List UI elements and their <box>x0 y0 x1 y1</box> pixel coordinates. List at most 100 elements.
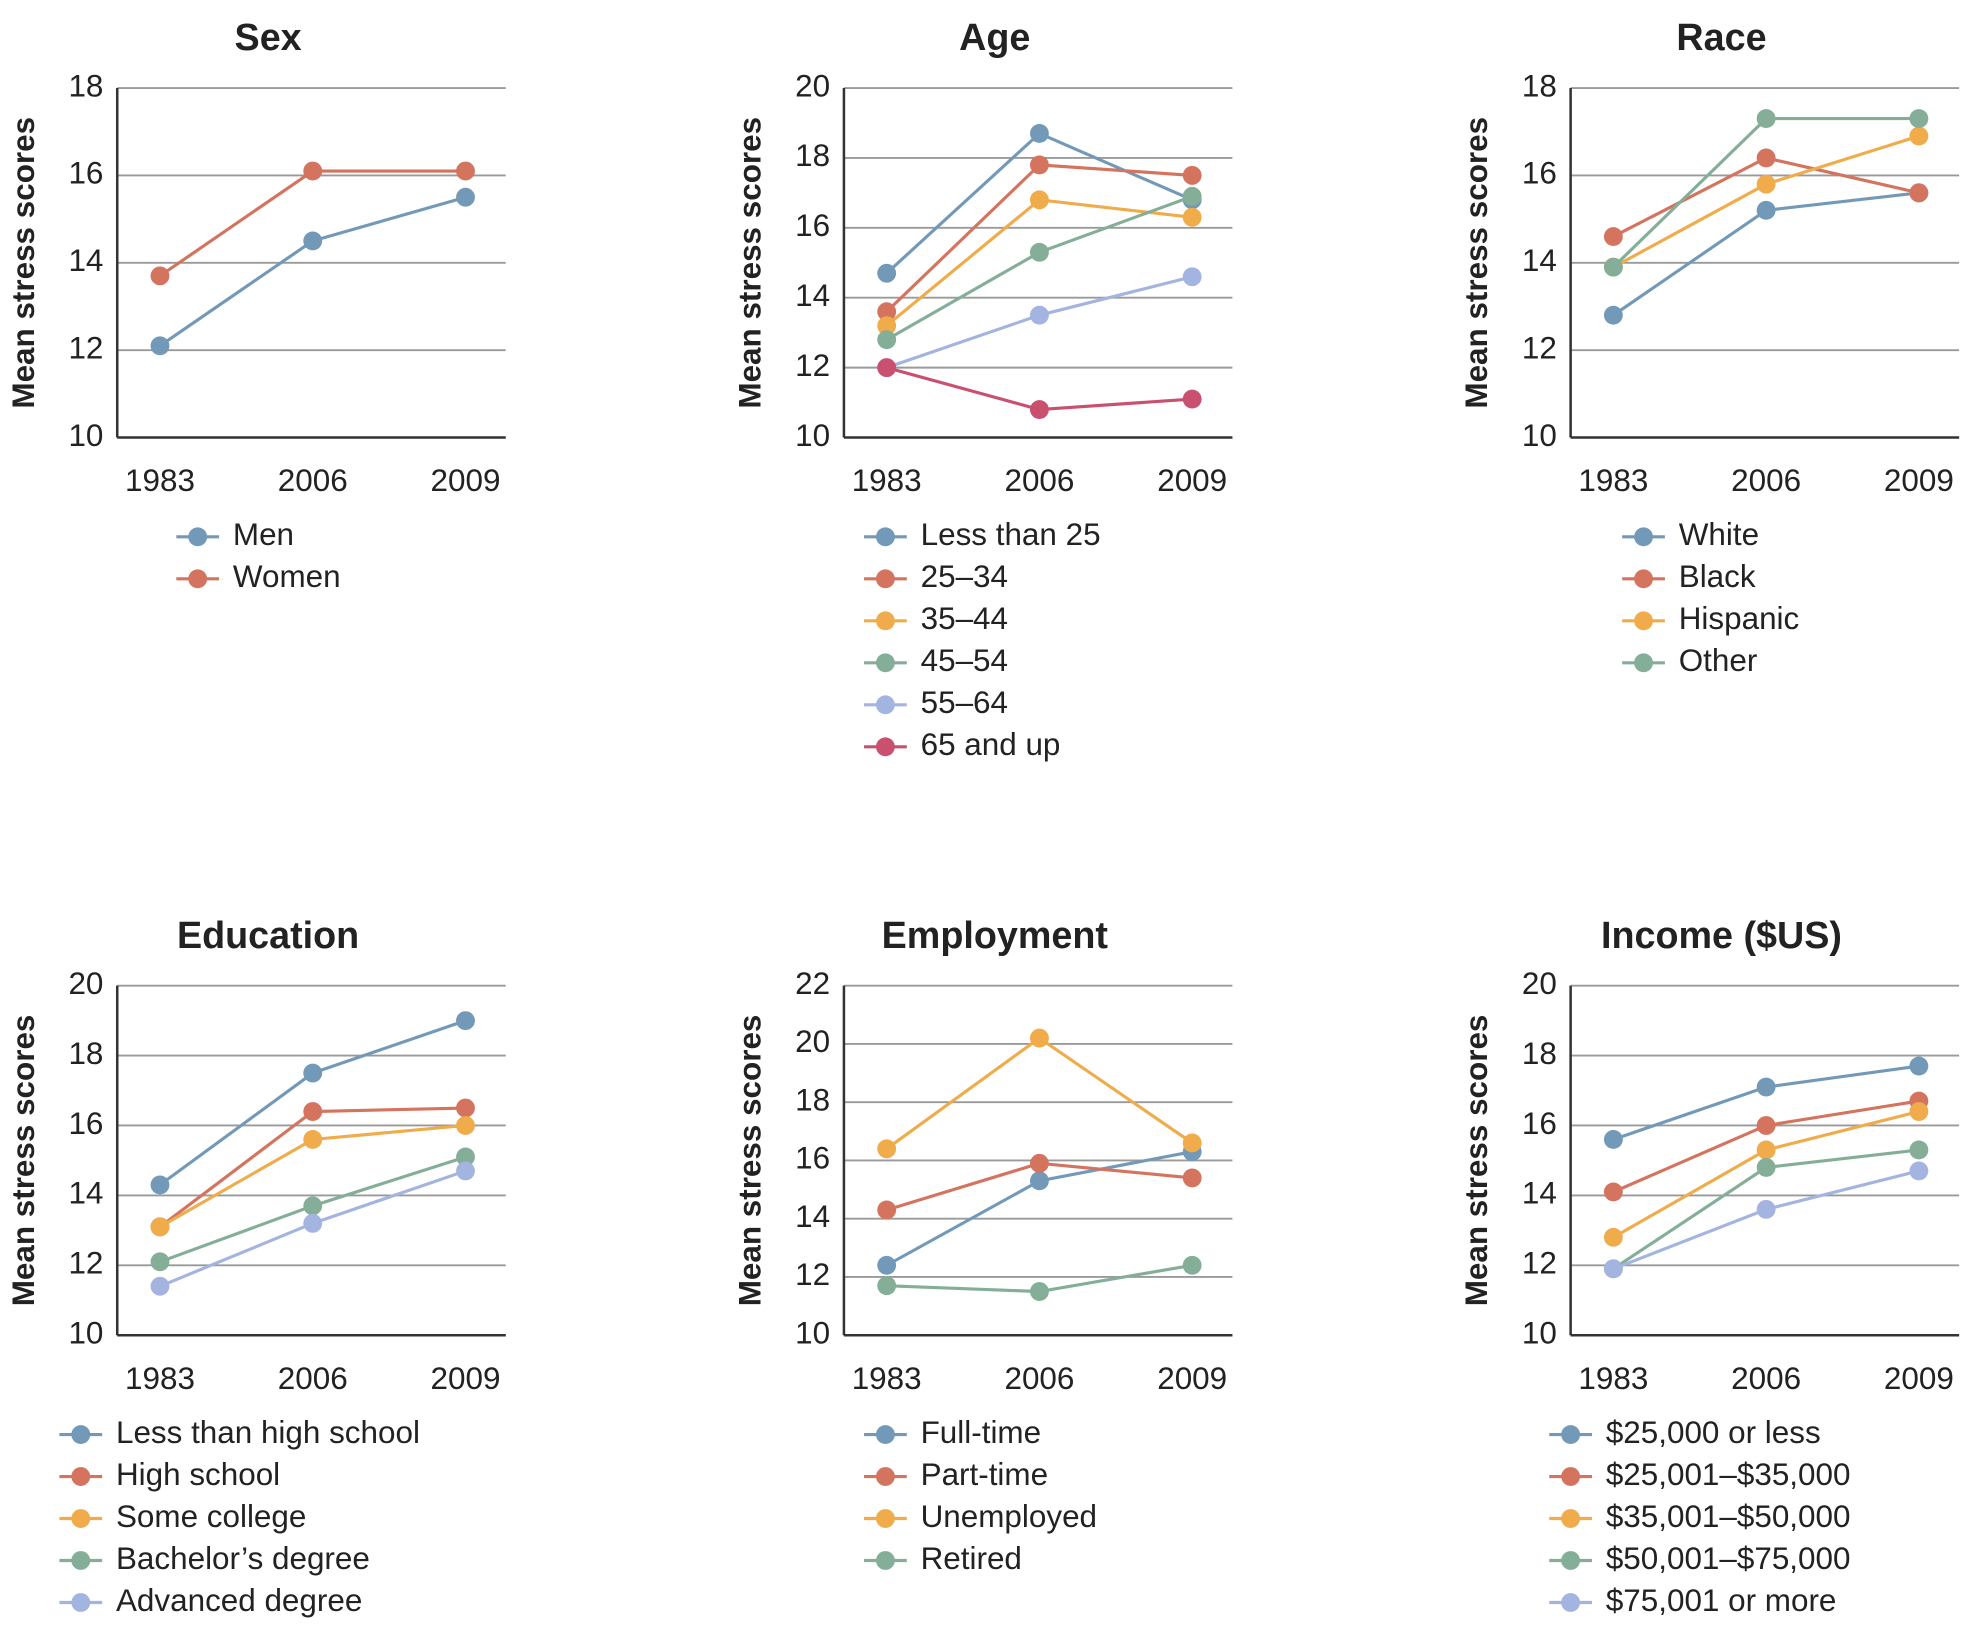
data-point <box>877 302 897 322</box>
y-tick-label: 10 <box>68 1315 103 1350</box>
data-point <box>1182 1168 1202 1188</box>
x-tick-label: 2009 <box>1157 1361 1227 1396</box>
legend-marker <box>71 1551 91 1570</box>
data-point <box>1603 227 1623 246</box>
data-point <box>456 161 475 181</box>
legend-marker <box>71 1425 91 1444</box>
legend-label: Advanced degree <box>116 1583 362 1618</box>
legend-label: Part-time <box>921 1457 1048 1492</box>
y-tick-label: 14 <box>795 278 830 313</box>
y-tick-label: 18 <box>795 138 830 173</box>
legend-marker <box>875 527 895 547</box>
data-point <box>1909 126 1929 146</box>
y-tick-label: 14 <box>68 1176 103 1211</box>
series-line <box>159 195 466 348</box>
y-tick-label: 14 <box>1522 243 1557 278</box>
data-point <box>303 161 323 181</box>
y-axis-label: Mean stress scores <box>732 117 767 409</box>
legend-label: Less than 25 <box>921 517 1101 552</box>
y-tick-label: 20 <box>795 68 830 103</box>
x-tick-label: 2006 <box>1004 463 1074 498</box>
y-tick-label: 16 <box>1522 1106 1557 1141</box>
data-point <box>150 266 170 286</box>
legend-label: Black <box>1679 559 1756 594</box>
legend-marker <box>1561 1467 1581 1486</box>
x-tick-label: 1983 <box>125 463 195 498</box>
data-point <box>1756 1116 1776 1135</box>
data-point <box>456 1011 475 1031</box>
data-point <box>877 1255 897 1275</box>
y-tick-label: 14 <box>68 243 103 278</box>
legend-label: 35–44 <box>921 601 1008 636</box>
legend-marker <box>71 1467 91 1486</box>
legend-marker <box>875 695 895 715</box>
x-tick-label: 2006 <box>278 463 348 498</box>
legend-marker <box>875 1551 895 1570</box>
chart-panel: Employment Mean stress scores 10 12 14 16 18 20… <box>732 914 1233 1576</box>
legend-label: Men <box>233 517 294 552</box>
data-point <box>1030 305 1049 325</box>
y-axis-label: Mean stress scores <box>6 1015 41 1307</box>
y-axis-label: Mean stress scores <box>732 1015 767 1307</box>
legend-marker <box>71 1593 91 1612</box>
y-axis-label: Mean stress scores <box>1459 1015 1494 1307</box>
y-axis-label: Mean stress scores <box>6 117 41 409</box>
data-point <box>877 358 897 378</box>
legend-label: Some college <box>116 1499 306 1534</box>
data-point <box>303 231 323 251</box>
x-tick-label: 2006 <box>1731 463 1801 498</box>
legend-label: White <box>1679 517 1759 552</box>
legend-marker <box>1561 1425 1581 1444</box>
y-tick-label: 12 <box>795 348 830 383</box>
y-tick-label: 12 <box>68 330 103 365</box>
data-point <box>877 263 897 283</box>
data-point <box>1603 1259 1623 1279</box>
y-tick-label: 12 <box>68 1246 103 1281</box>
legend-label: Bachelor’s degree <box>116 1541 370 1576</box>
data-point <box>1030 1153 1049 1173</box>
y-tick-label: 18 <box>1522 68 1557 103</box>
data-point <box>1756 1199 1776 1219</box>
data-point <box>456 1161 475 1181</box>
y-tick-label: 20 <box>795 1024 830 1059</box>
data-point <box>1030 400 1049 419</box>
legend-marker <box>875 569 895 589</box>
series-line <box>1612 1169 1920 1271</box>
legend-label: $25,001–$35,000 <box>1606 1457 1851 1492</box>
legend-label: Hispanic <box>1679 601 1800 636</box>
y-tick-label: 10 <box>1522 418 1557 453</box>
legend-marker <box>1561 1551 1581 1570</box>
y-tick-label: 12 <box>1522 330 1557 365</box>
chart-panel: Race Mean stress scores 10 12 14 16 18 1983 2006… <box>1459 16 1960 678</box>
x-tick-label: 2009 <box>1157 463 1227 498</box>
x-tick-label: 1983 <box>852 1361 922 1396</box>
legend-marker <box>875 653 895 673</box>
legend-marker <box>875 737 895 757</box>
chart-title: Income ($US) <box>1601 914 1842 956</box>
legend-label: Less than high school <box>116 1415 420 1450</box>
data-point <box>456 1147 475 1167</box>
legend-label: $25,000 or less <box>1606 1415 1821 1450</box>
chart-title: Age <box>959 16 1030 58</box>
data-point <box>877 1276 897 1296</box>
data-point <box>303 1213 323 1233</box>
x-tick-label: 2009 <box>1884 1361 1954 1396</box>
data-point <box>456 187 475 207</box>
legend-marker <box>1634 527 1653 547</box>
y-tick-label: 10 <box>795 418 830 453</box>
series-line <box>159 169 466 278</box>
x-tick-label: 1983 <box>1578 463 1648 498</box>
data-point <box>1030 124 1049 143</box>
legend-marker <box>188 569 208 589</box>
y-tick-label: 12 <box>1522 1246 1557 1281</box>
x-tick-label: 1983 <box>852 463 922 498</box>
legend-marker <box>1634 653 1653 673</box>
data-point <box>1030 1282 1049 1301</box>
data-point <box>877 330 897 350</box>
legend-marker <box>1561 1509 1581 1528</box>
legend-label: Retired <box>921 1541 1022 1576</box>
legend-marker <box>875 611 895 631</box>
data-point <box>303 1196 323 1216</box>
data-point <box>150 1252 170 1272</box>
